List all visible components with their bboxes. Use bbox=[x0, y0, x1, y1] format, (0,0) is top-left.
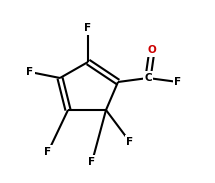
Text: F: F bbox=[45, 147, 52, 157]
Text: F: F bbox=[174, 77, 181, 87]
Text: C: C bbox=[144, 73, 152, 83]
Text: F: F bbox=[84, 23, 92, 33]
Text: F: F bbox=[26, 67, 34, 77]
Text: O: O bbox=[148, 45, 156, 55]
Text: F: F bbox=[88, 157, 95, 167]
Text: F: F bbox=[126, 137, 134, 147]
